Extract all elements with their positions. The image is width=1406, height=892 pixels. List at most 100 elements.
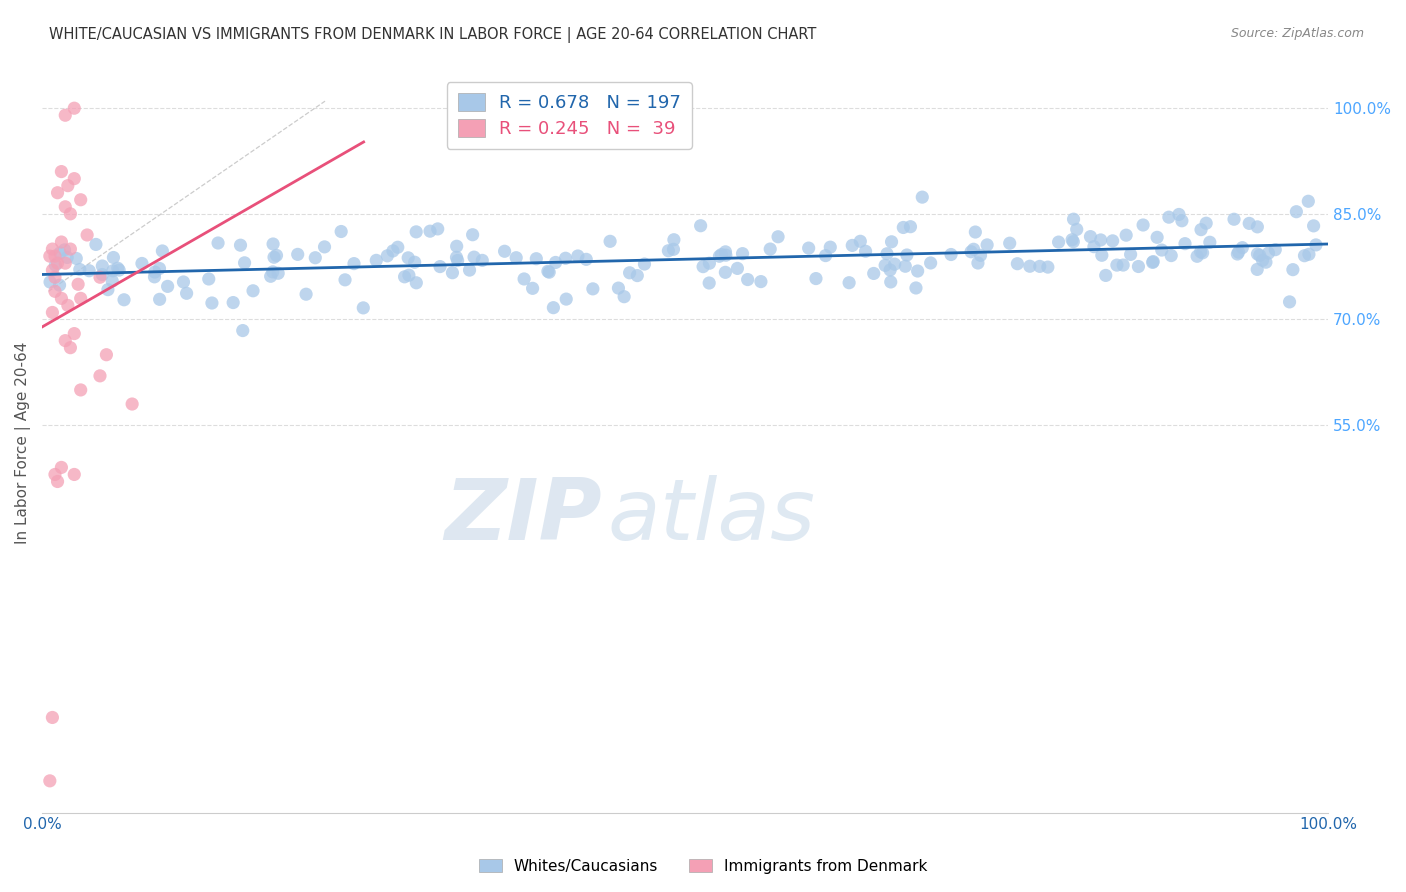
Point [263,250,285,264]
Point [53,243,76,257]
Point [967,256,990,270]
Point [44,270,66,285]
Point [939,247,962,261]
Point [56,178,79,193]
Point [876,246,898,260]
Point [1094,268,1116,283]
Point [494,244,516,259]
Point [1302,219,1324,233]
Point [766,229,789,244]
Point [838,276,860,290]
Point [962,242,984,256]
Point [101,274,124,288]
Point [613,290,636,304]
Point [53,108,76,122]
Point [429,260,451,274]
Point [41,263,63,277]
Point [1227,245,1250,260]
Point [97,283,120,297]
Point [41,305,63,319]
Point [725,261,748,276]
Point [1167,207,1189,221]
Point [855,244,877,259]
Point [59,207,82,221]
Point [814,249,837,263]
Point [59,341,82,355]
Point [1278,294,1301,309]
Point [53,256,76,270]
Point [148,261,170,276]
Point [262,265,284,279]
Point [662,243,685,257]
Point [419,224,441,238]
Point [633,257,655,271]
Point [709,249,731,263]
Point [619,266,641,280]
Point [1007,257,1029,271]
Point [960,244,983,259]
Point [295,287,318,301]
Point [463,250,485,264]
Point [1249,248,1271,262]
Point [44,249,66,263]
Point [41,242,63,256]
Point [1112,258,1135,272]
Point [48,278,70,293]
Point [1195,216,1218,230]
Point [1189,244,1212,259]
Point [44,258,66,272]
Point [544,255,567,269]
Point [524,252,547,266]
Point [1285,204,1308,219]
Point [797,241,820,255]
Text: Source: ZipAtlas.com: Source: ZipAtlas.com [1230,27,1364,40]
Point [1091,248,1114,262]
Point [1305,238,1327,252]
Point [91,259,114,273]
Point [1298,247,1320,261]
Point [1119,247,1142,261]
Point [46,186,69,200]
Point [150,244,173,258]
Point [883,257,905,271]
Point [969,248,991,262]
Point [1063,212,1085,227]
Point [56,298,79,312]
Point [343,257,366,271]
Point [51,460,73,475]
Point [911,190,934,204]
Point [63,101,86,115]
Point [689,219,711,233]
Point [387,240,409,254]
Point [1062,235,1084,249]
Point [44,285,66,299]
Point [1080,229,1102,244]
Point [1185,249,1208,263]
Point [1251,253,1274,268]
Point [820,240,842,254]
Point [69,193,91,207]
Point [63,326,86,341]
Point [458,263,481,277]
Point [1142,255,1164,269]
Point [1142,254,1164,268]
Point [405,276,427,290]
Point [657,244,679,258]
Point [304,251,326,265]
Point [1083,240,1105,254]
Point [567,249,589,263]
Point [1282,262,1305,277]
Point [69,262,91,277]
Point [1062,233,1084,247]
Point [46,475,69,489]
Point [108,263,131,277]
Point [1115,228,1137,243]
Point [267,266,290,280]
Point [222,295,245,310]
Point [1105,258,1128,272]
Point [749,275,772,289]
Point [207,235,229,250]
Point [662,233,685,247]
Point [1191,245,1213,260]
Point [242,284,264,298]
